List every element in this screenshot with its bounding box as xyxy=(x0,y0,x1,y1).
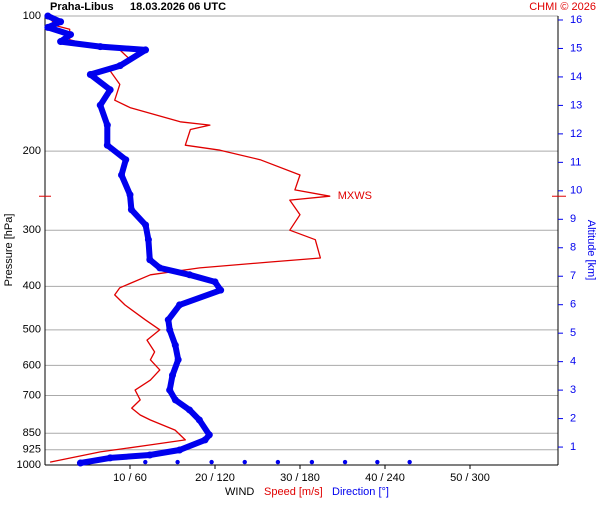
direction-point xyxy=(186,271,193,279)
surface-marker xyxy=(407,459,412,465)
direction-point xyxy=(57,18,65,26)
direction-point xyxy=(169,371,176,379)
direction-point xyxy=(96,43,104,51)
x-axis-label: WIND xyxy=(225,486,254,498)
direction-point xyxy=(166,326,174,334)
y2-tick-label: 8 xyxy=(570,242,576,254)
y2-tick-label: 14 xyxy=(570,71,582,83)
direction-point xyxy=(156,264,164,272)
x-tick-label: 30 / 180 xyxy=(280,472,320,484)
surface-marker xyxy=(175,459,180,465)
direction-point xyxy=(57,38,65,46)
direction-point xyxy=(205,431,213,439)
y-tick-label: 1000 xyxy=(17,459,41,471)
station: Praha-Libus xyxy=(50,1,114,13)
y-tick-label: 400 xyxy=(23,280,41,292)
y2-tick-label: 13 xyxy=(570,99,582,111)
y-tick-label: 925 xyxy=(23,444,41,456)
y2-tick-label: 15 xyxy=(570,42,582,54)
direction-point xyxy=(96,101,104,109)
direction-point xyxy=(146,451,154,459)
y2-tick-label: 12 xyxy=(570,128,582,140)
direction-point xyxy=(174,356,182,364)
y2-tick-label: 6 xyxy=(570,299,576,311)
direction-point xyxy=(171,341,179,349)
direction-point xyxy=(144,236,152,244)
surface-marker xyxy=(143,459,148,465)
surface-marker xyxy=(309,459,315,465)
direction-point xyxy=(217,286,225,294)
legend-direction: Direction [°] xyxy=(332,486,389,498)
y-tick-label: 700 xyxy=(23,389,41,401)
mxws-label: MXWS xyxy=(338,190,372,202)
y2-tick-label: 11 xyxy=(570,156,581,168)
direction-point xyxy=(127,206,135,214)
credit: CHMI © 2026 xyxy=(529,1,596,13)
direction-point xyxy=(146,256,154,264)
surface-marker xyxy=(209,459,214,465)
x-tick-label: 10 / 60 xyxy=(113,472,147,484)
direction-point xyxy=(176,301,184,309)
surface-marker xyxy=(375,459,380,465)
y2-tick-label: 16 xyxy=(570,14,582,26)
direction-point xyxy=(142,221,150,229)
direction-point xyxy=(142,46,150,54)
y-tick-label: 300 xyxy=(23,224,41,236)
x-tick-label: 50 / 300 xyxy=(450,472,490,484)
direction-point xyxy=(171,396,179,404)
direction-point xyxy=(195,416,203,424)
direction-point xyxy=(44,23,52,31)
direction-point xyxy=(166,386,174,394)
direction-point xyxy=(201,436,209,444)
direction-point xyxy=(103,121,111,129)
y-tick-label: 100 xyxy=(23,10,41,22)
direction-point xyxy=(126,191,134,199)
y-tick-label: 850 xyxy=(23,427,41,439)
x-tick-label: 20 / 120 xyxy=(195,472,235,484)
direction-point xyxy=(176,446,184,454)
direction-line xyxy=(44,13,224,466)
x-tick-label: 40 / 240 xyxy=(365,472,405,484)
direction-point xyxy=(76,459,84,467)
surface-marker xyxy=(342,459,348,465)
legend-speed: Speed [m/s] xyxy=(264,486,323,498)
y2-tick-label: 10 xyxy=(570,185,582,197)
direction-point xyxy=(122,156,130,164)
y-axis-label: Pressure [hPa] xyxy=(3,214,15,287)
y-tick-label: 600 xyxy=(23,359,41,371)
y-tick-label: 200 xyxy=(23,145,41,157)
y2-axis-label: Altitude [km] xyxy=(585,220,597,281)
direction-point xyxy=(103,141,111,149)
y2-tick-label: 2 xyxy=(570,412,576,424)
y2-tick-label: 1 xyxy=(570,441,576,453)
direction-point xyxy=(164,316,172,324)
direction-point xyxy=(67,31,74,39)
direction-point xyxy=(186,406,193,414)
direction-point xyxy=(86,71,94,79)
surface-marker xyxy=(275,459,281,465)
direction-point xyxy=(44,12,52,20)
surface-marker xyxy=(242,459,247,465)
y2-tick-label: 7 xyxy=(570,270,576,282)
y2-tick-label: 4 xyxy=(570,356,576,368)
direction-point xyxy=(106,454,114,462)
direction-point xyxy=(118,171,125,179)
direction-point xyxy=(106,86,114,94)
direction-point xyxy=(211,278,219,286)
direction-point xyxy=(116,62,124,70)
y2-tick-label: 3 xyxy=(570,384,576,396)
y2-tick-label: 5 xyxy=(570,327,576,339)
date: 18.03.2026 06 UTC xyxy=(130,1,226,13)
y2-tick-label: 9 xyxy=(570,213,576,225)
y-tick-label: 500 xyxy=(23,324,41,336)
